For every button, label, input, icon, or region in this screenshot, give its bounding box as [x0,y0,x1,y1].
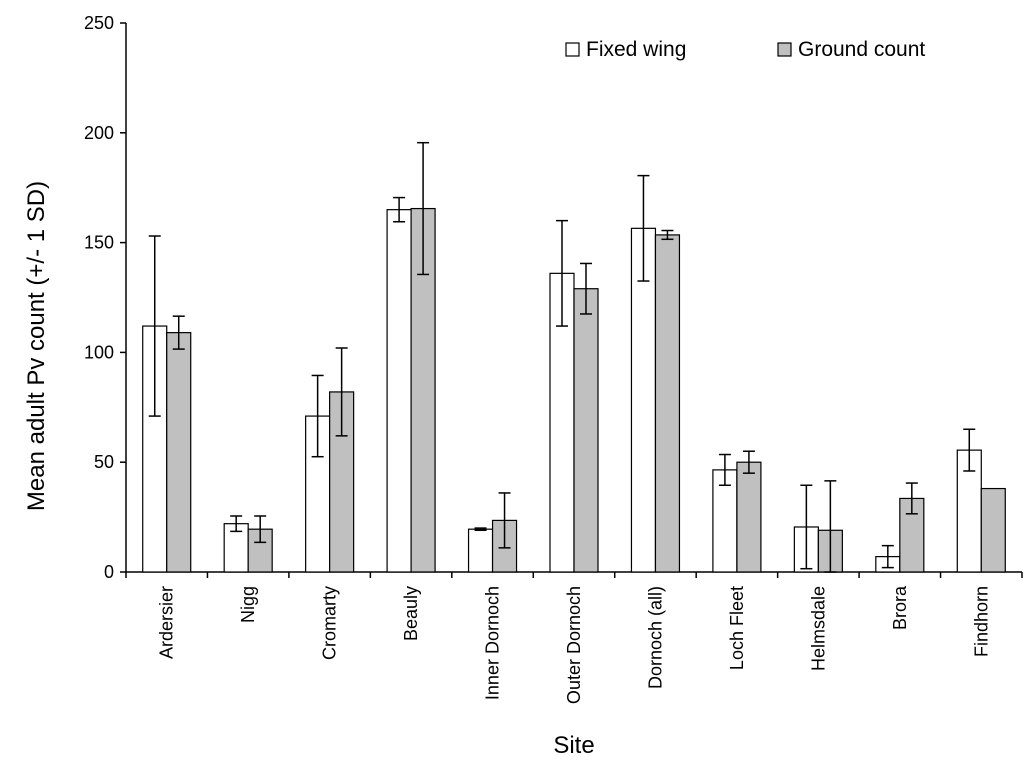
y-axis-title: Mean adult Pv count (+/- 1 SD) [23,181,50,511]
y-tick-label: 0 [104,562,114,582]
category-label: Inner Dornoch [483,586,503,700]
bar-ground-count-2 [329,391,355,573]
legend-label-fixed-wing: Fixed wing [586,38,686,61]
category-label: Ardersier [157,586,177,659]
legend-swatch-ground-count [777,42,792,57]
x-axis-title: Site [553,732,594,759]
category-label: Loch Fleet [727,586,747,670]
category-labels: Ardersier Nigg Cromarty Beauly Inner Dornoch… [157,585,992,704]
legend-label-ground-count: Ground count [798,38,925,61]
bar-ground-count-5 [573,288,599,573]
bars [142,207,1006,573]
bar-ground-count-7 [736,461,762,573]
y-tick-label: 200 [84,123,114,143]
y-axis: 0 50 100 150 200 250 [84,13,127,582]
y-tick-label: 100 [84,342,114,362]
category-label: Brora [890,585,910,630]
y-tick-label: 50 [94,452,114,472]
legend-swatch-fixed-wing [565,42,580,57]
category-label: Outer Dornoch [564,586,584,704]
category-label: Cromarty [320,586,340,660]
y-tick-label: 250 [84,13,114,33]
bar-ground-count-0 [166,332,192,573]
x-axis [125,571,1023,578]
y-tick-label: 150 [84,233,114,253]
category-label: Beauly [401,586,421,641]
legend: Fixed wing Ground count [565,38,925,61]
bar-fixed-wing-4 [467,528,494,573]
category-label: Nigg [238,586,258,623]
category-label: Dornoch (all) [645,586,665,689]
category-label: Helmsdale [808,586,828,671]
bar-ground-count-6 [654,234,681,573]
bar-fixed-wing-7 [712,469,738,573]
error-bars [148,141,976,573]
bar-fixed-wing-3 [386,209,412,573]
bar-ground-count-10 [980,487,1006,573]
category-label: Findhorn [971,586,991,657]
